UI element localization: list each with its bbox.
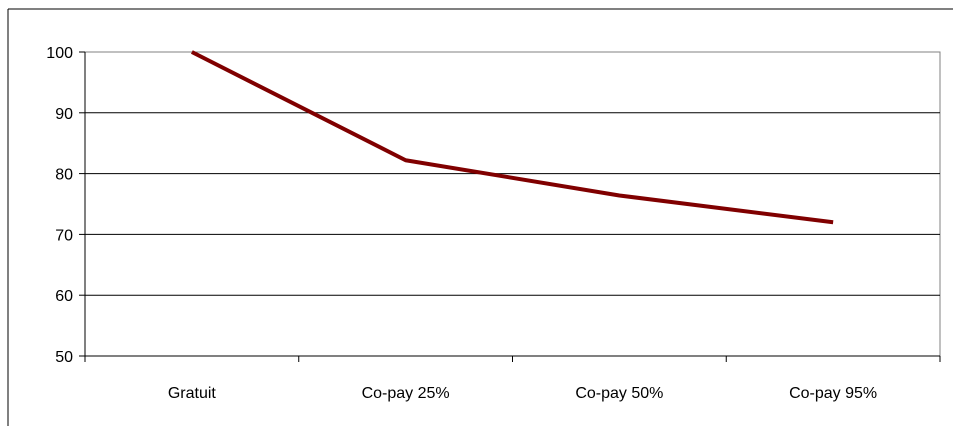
y-tick-label: 100 — [46, 45, 73, 62]
x-tick-label: Gratuit — [168, 385, 217, 402]
series-line — [190, 50, 834, 225]
gridlines — [85, 51, 940, 296]
series-layer — [190, 50, 834, 225]
y-tick-label: 70 — [55, 227, 73, 244]
y-tick-label: 60 — [55, 288, 73, 305]
y-axis: 50 60 70 80 90 100 — [46, 45, 86, 366]
y-tick-label: 90 — [55, 106, 73, 123]
y-tick-label: 80 — [55, 167, 73, 184]
x-axis: Gratuit Co-pay 25% Co-pay 50% Co-pay 95% — [84, 355, 941, 402]
plot-area — [84, 51, 941, 357]
x-tick-label: Co-pay 95% — [789, 385, 877, 402]
y-tick-label: 50 — [55, 349, 73, 366]
x-tick-label: Co-pay 50% — [575, 385, 663, 402]
x-tick-label: Co-pay 25% — [362, 385, 450, 402]
